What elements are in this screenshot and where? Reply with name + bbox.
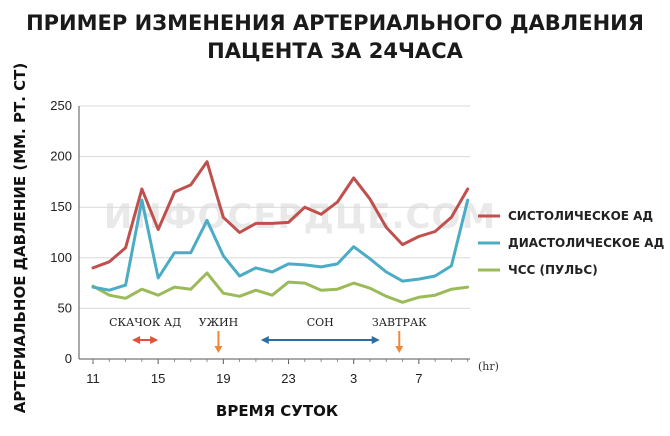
x-tick-label: 7 bbox=[415, 371, 422, 386]
x-tick-label: 15 bbox=[151, 371, 165, 386]
annotation-label: УЖИН bbox=[199, 316, 239, 329]
y-tick-label: 50 bbox=[58, 300, 72, 315]
annotation-arrowhead bbox=[395, 346, 404, 353]
y-tick-labels: 0 50 100 150 200 250 bbox=[50, 98, 72, 366]
x-tick-label: 19 bbox=[216, 371, 230, 386]
series-lines bbox=[91, 160, 470, 304]
legend: СИСТОЛИЧЕСКОЕ АД ДИАСТОЛИЧЕСКОЕ АД ЧСС (ПУ… bbox=[478, 209, 664, 277]
axes bbox=[78, 106, 470, 364]
y-tick-label: 150 bbox=[50, 199, 72, 214]
annotation-arrowhead bbox=[371, 336, 380, 344]
series-line bbox=[91, 160, 470, 270]
annotations: СКАЧОК АД УЖИН СОН ЗАВТРАК bbox=[109, 316, 427, 353]
legend-label: ЧСС (ПУЛЬС) bbox=[508, 263, 598, 277]
y-axis-title: АРТЕРИАЛЬНОЕ ДАВЛЕНИЕ (ММ. РТ. СТ) bbox=[11, 63, 29, 413]
legend-label: ДИАСТОЛИЧЕСКОЕ АД bbox=[508, 236, 664, 250]
chart-title-line-1: ПРИМЕР ИЗМЕНЕНИЯ АРТЕРИАЛЬНОГО ДАВЛЕНИЯ bbox=[26, 11, 644, 35]
annotation-arrowhead bbox=[260, 336, 269, 344]
y-tick-label: 250 bbox=[50, 98, 72, 113]
annotation-label: СОН bbox=[307, 316, 334, 329]
x-tick-label: 11 bbox=[86, 371, 100, 386]
chart-title-line-2: ПАЦЕНТА ЗА 24ЧАСА bbox=[207, 39, 463, 63]
y-tick-label: 0 bbox=[65, 351, 72, 366]
annotation-arrowhead bbox=[214, 346, 223, 353]
x-tick-labels: 11 15 19 23 3 7 bbox=[86, 371, 422, 386]
annotation-arrowhead bbox=[132, 336, 141, 344]
x-unit-label: (hr) bbox=[478, 360, 499, 373]
annotation-label: ЗАВТРАК bbox=[372, 316, 427, 329]
annotation-label: СКАЧОК АД bbox=[109, 316, 181, 329]
legend-label: СИСТОЛИЧЕСКОЕ АД bbox=[508, 209, 653, 223]
x-tick-label: 3 bbox=[350, 371, 357, 386]
x-tick-label: 23 bbox=[281, 371, 295, 386]
series-line bbox=[91, 271, 470, 304]
series-line bbox=[91, 198, 470, 292]
y-tick-label: 100 bbox=[50, 250, 72, 265]
annotation-arrowhead bbox=[150, 336, 159, 344]
x-axis-title: ВРЕМЯ СУТОК bbox=[216, 402, 339, 420]
y-tick-label: 200 bbox=[50, 149, 72, 164]
